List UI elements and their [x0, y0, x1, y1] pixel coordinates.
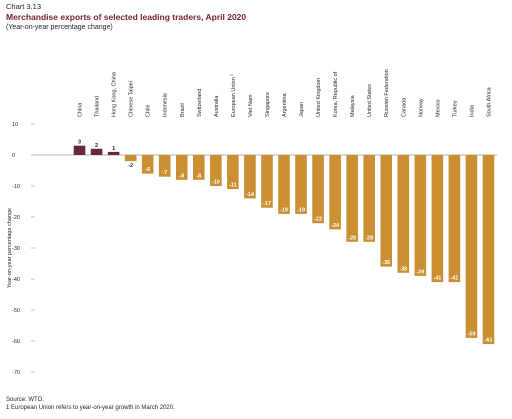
value-label: -28: [348, 235, 356, 241]
bar: [158, 155, 171, 177]
value-label: -8: [179, 173, 184, 179]
bar: [482, 155, 495, 345]
category-label: Malaysia: [350, 94, 356, 117]
value-label: 1: [112, 146, 115, 152]
value-label: -41: [433, 276, 441, 282]
bar: [244, 155, 256, 199]
bar: [210, 155, 222, 186]
bar: [431, 155, 444, 283]
y-axis-label: Year-on-year percentage change: [7, 208, 13, 288]
category-label: Chinese Taipei: [129, 81, 135, 117]
value-label: -41: [450, 276, 458, 282]
bar: [448, 155, 461, 283]
y-tick-label: -30: [12, 246, 20, 252]
footnote: 1 European Union refers to year-on-year …: [6, 404, 175, 411]
category-label: Japan: [299, 102, 305, 117]
bar: [465, 155, 478, 338]
value-label: -38: [399, 266, 407, 272]
value-label: -39: [416, 269, 424, 275]
category-label: China: [78, 102, 84, 117]
value-label: -19: [297, 207, 305, 213]
category-label: European Union 1: [228, 73, 237, 117]
value-label: -11: [229, 183, 237, 189]
bar: [107, 151, 120, 155]
bar: [346, 155, 358, 242]
value-label: -6: [145, 167, 150, 173]
category-label: Chile: [146, 104, 152, 117]
bar: [414, 155, 427, 276]
category-label: Turkey: [452, 100, 458, 117]
category-label: Hong Kong, China: [112, 71, 118, 117]
y-tick-label: -70: [12, 370, 20, 376]
value-label: -61: [485, 338, 493, 344]
y-tick-label: 0: [12, 153, 15, 159]
bar: [90, 148, 103, 155]
bar: [278, 155, 290, 214]
chart-footer: Source: WTO. 1 European Union refers to …: [6, 397, 175, 412]
value-label: -10: [212, 180, 220, 186]
value-label: -19: [280, 207, 288, 213]
bar-chart: 10 0 -10 -20 -30 -40 -50 -60 -70 China Thailand Ho…: [7, 69, 497, 376]
bar: [227, 155, 239, 190]
y-tick-label: -40: [12, 277, 20, 283]
category-label: Russian Federation: [384, 69, 390, 117]
category-label: Korea, Republic of: [333, 71, 339, 117]
category-label: Brazil: [180, 103, 186, 117]
category-label: South Africa: [486, 86, 492, 117]
value-label: -2: [128, 163, 133, 169]
bar: [175, 155, 188, 180]
bar: [73, 145, 86, 155]
value-label: -14: [246, 192, 255, 198]
category-label: Argentina: [282, 93, 288, 117]
value-label: -22: [314, 217, 322, 223]
bar: [193, 155, 205, 180]
bar: [141, 155, 154, 174]
category-label: Norway: [418, 98, 424, 117]
category-labels: China Thailand Hong Kong, China Chinese Tai…: [78, 69, 493, 117]
bar: [261, 155, 273, 208]
value-label: -24: [331, 223, 340, 229]
category-label: Switzerland: [197, 89, 203, 117]
category-label: United States: [367, 84, 373, 117]
y-tick-label: -60: [12, 339, 20, 345]
category-label: Viet Nam: [248, 94, 254, 117]
value-label: -36: [382, 260, 390, 266]
category-label: India: [469, 104, 475, 117]
value-label: -7: [162, 170, 167, 176]
bar: [329, 155, 341, 230]
value-labels: 3 2 1 -2 -6 -7 -8 -8 -10 -11 -14 -17 -19 -19 -22 -24 -28…: [78, 140, 492, 344]
category-label: Australia: [214, 95, 220, 117]
y-tick-label: 10: [12, 122, 18, 128]
category-label: Mexico: [435, 100, 441, 117]
category-label: Thailand: [95, 96, 101, 117]
category-label: United Kingdom: [316, 77, 322, 117]
bar: [124, 155, 137, 162]
bar: [380, 155, 393, 267]
value-label: 3: [78, 140, 81, 146]
category-label: Singapore: [265, 92, 271, 117]
value-label: 2: [95, 143, 98, 149]
bar: [397, 155, 410, 273]
value-label: -17: [263, 201, 271, 207]
bar: [363, 155, 375, 242]
chart-header: Chart 3.13 Merchandise exports of select…: [6, 2, 246, 32]
value-label: -28: [365, 235, 373, 241]
bar: [295, 155, 307, 214]
source-note: Source: WTO.: [6, 397, 44, 403]
chart-number: Chart 3.13: [6, 2, 42, 11]
footnote-marker: 1: [228, 73, 233, 77]
y-tick-label: -20: [12, 215, 20, 221]
bar: [312, 155, 324, 224]
value-label: -8: [196, 173, 201, 179]
value-label: -59: [467, 331, 475, 337]
chart-title: Merchandise exports of selected leading …: [6, 12, 247, 22]
category-label: Canada: [401, 97, 407, 117]
bars: [73, 145, 495, 345]
chart-subtitle: (Year-on-year percentage change): [6, 24, 113, 31]
y-tick-label: -50: [12, 308, 20, 314]
category-label: Indonesia: [163, 92, 169, 117]
y-tick-label: -10: [12, 184, 20, 190]
